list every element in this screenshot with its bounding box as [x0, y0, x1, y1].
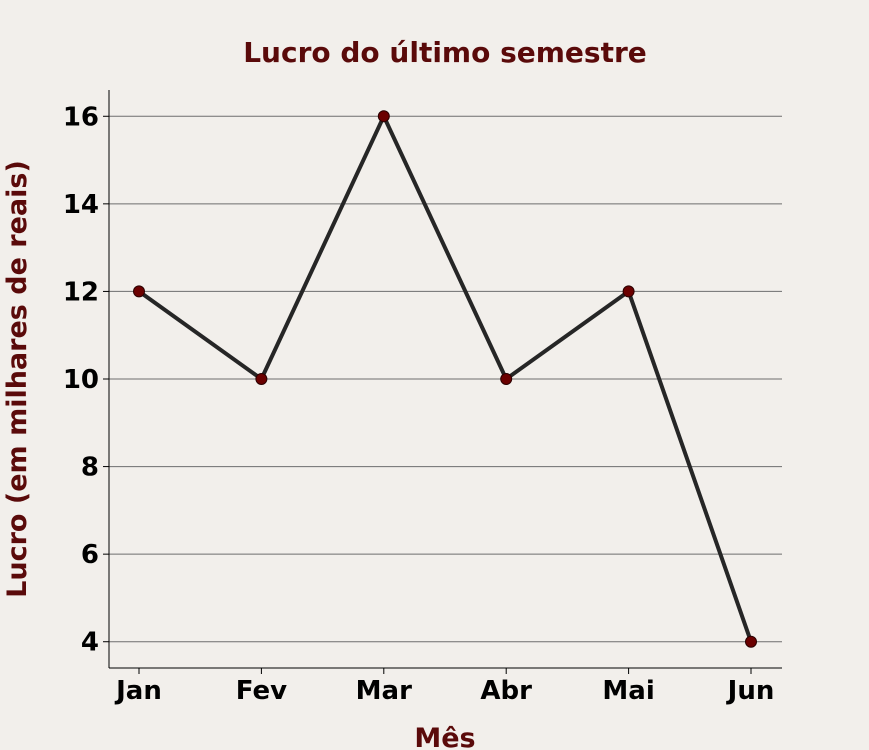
- data-point-jan: [133, 285, 145, 298]
- series-group: [133, 110, 757, 648]
- data-point-fev: [255, 373, 268, 385]
- data-point-abr: [500, 373, 513, 385]
- y-tick-label-8: 8: [81, 453, 99, 483]
- x-tick-label-jan: Jan: [114, 676, 162, 706]
- series-line-0: [137, 114, 753, 643]
- y-tick-label-6: 6: [81, 540, 99, 570]
- y-tick-label-14: 14: [63, 190, 99, 220]
- x-tick-label-mai: Mai: [602, 676, 654, 706]
- chart-title: Lucro do último semestre: [243, 36, 647, 69]
- y-axis-label: Lucro (em milhares de reais): [2, 160, 33, 598]
- x-axis-label: Mês: [414, 723, 475, 750]
- y-tick-label-4: 4: [81, 628, 99, 658]
- x-tick-label-jun: Jun: [726, 676, 775, 706]
- x-ticks: Jan Fev Mar Abr Mai Jun: [114, 668, 774, 706]
- gridlines: [109, 115, 782, 643]
- x-tick-label-mar: Mar: [356, 676, 412, 706]
- data-point-mar: [377, 110, 390, 123]
- y-tick-label-10: 10: [63, 365, 99, 395]
- data-point-mai: [622, 285, 635, 298]
- y-tick-label-16: 16: [63, 102, 99, 132]
- y-tick-label-12: 12: [63, 277, 99, 307]
- data-point-jun: [745, 635, 757, 648]
- y-ticks: 4 6 8 10 12 14 16: [63, 102, 109, 658]
- x-tick-label-fev: Fev: [236, 676, 287, 706]
- x-tick-label-abr: Abr: [480, 676, 532, 706]
